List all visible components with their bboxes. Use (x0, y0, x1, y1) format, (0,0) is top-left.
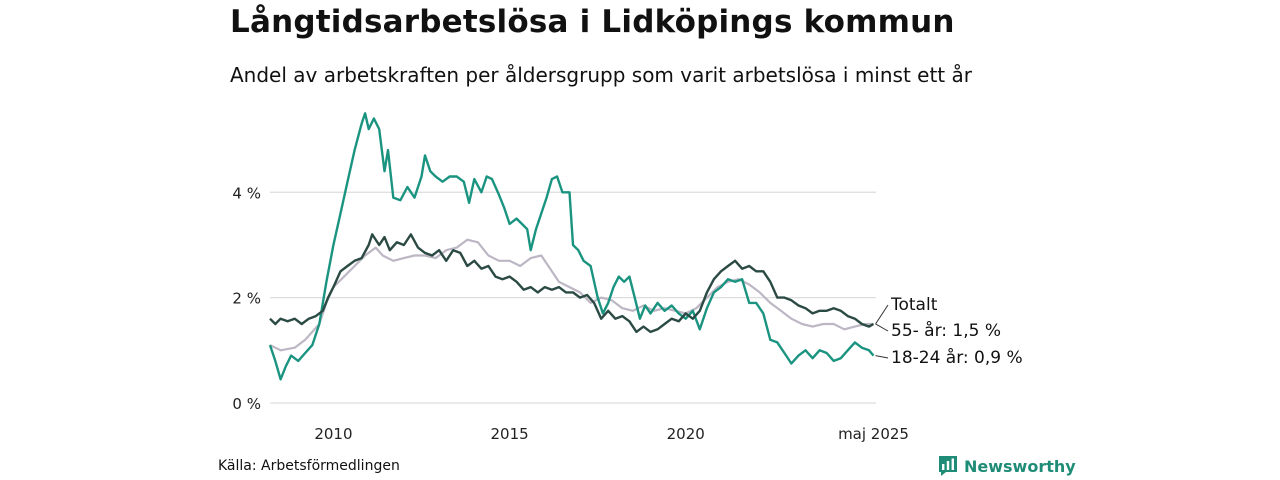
series-line-older (269, 238, 874, 352)
end-label-total: Totalt (890, 295, 938, 315)
series-lines (268, 112, 875, 381)
end-label-older: 55- år: 1,5 % (891, 320, 1001, 341)
x-tick-label: 2010 (314, 425, 352, 443)
chart-subtitle: Andel av arbetskraften per åldersgrupp s… (230, 63, 972, 87)
grid-lines (270, 191, 876, 404)
brand-name: Newsworthy (964, 456, 1076, 476)
chart-title: Långtidsarbetslösa i Lidköpings kommun (230, 4, 955, 40)
series-line-young (268, 112, 875, 381)
leader-line (875, 355, 889, 359)
y-tick-label: 0 % (232, 395, 261, 413)
bar-chart-logo-icon (939, 456, 957, 476)
y-tick-label: 2 % (232, 290, 261, 308)
leader-line (875, 323, 889, 332)
end-label-young: 18-24 år: 0,9 % (891, 347, 1023, 368)
end-labels: 55- år: 1,5 % 18-24 år: 0,9 % Totalt (875, 295, 1023, 368)
series-line-total (269, 233, 875, 334)
x-tick-label: 2015 (490, 425, 528, 443)
x-tick-label: 2020 (667, 425, 705, 443)
y-axis-tick-labels: 0 % 2 % 4 % (232, 184, 261, 413)
x-axis-tick-labels: 2010 2015 2020 maj 2025 (314, 425, 909, 443)
brand-logo: Newsworthy (938, 455, 1076, 477)
y-tick-label: 4 % (232, 184, 261, 202)
source-note: Källa: Arbetsförmedlingen (218, 458, 400, 474)
leader-line (875, 304, 889, 325)
x-tick-label: maj 2025 (838, 425, 909, 443)
